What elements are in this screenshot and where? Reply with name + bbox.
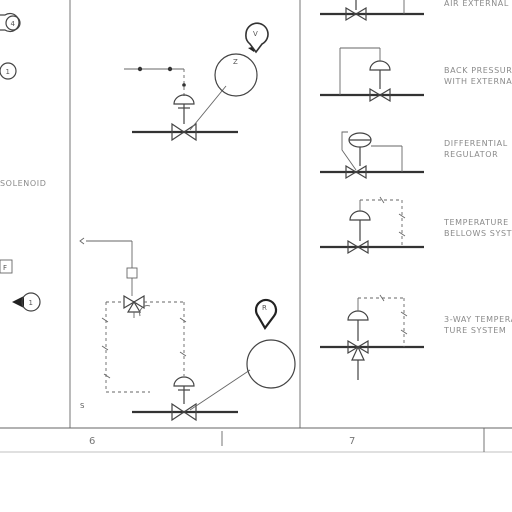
- svg-text:BELLOWS SYST: BELLOWS SYST: [444, 229, 512, 238]
- svg-text:1: 1: [6, 68, 10, 76]
- solenoid-label: SOLENOID: [0, 179, 47, 188]
- legend-item-air-external: AIR EXTERNAL: [320, 0, 509, 22]
- svg-text:1: 1: [29, 299, 33, 307]
- bottom-valve-assembly: S: [79, 237, 296, 422]
- badge-4: 4: [0, 12, 21, 33]
- svg-text:F: F: [3, 264, 7, 272]
- svg-text:REGULATOR: REGULATOR: [444, 150, 498, 159]
- svg-text:WITH EXTERNAL: WITH EXTERNAL: [444, 77, 512, 86]
- svg-text:Z: Z: [233, 58, 238, 66]
- footer-number-6: 6: [89, 436, 95, 447]
- legend-item-differential-regulator: DIFFERENTIAL REGULATOR: [320, 131, 508, 180]
- footer-number-7: 7: [349, 436, 355, 447]
- legend-item-3way-temperature: 3-WAY TEMPERA TURE SYSTEM: [320, 294, 512, 380]
- badge-1-top: 1: [0, 62, 17, 80]
- svg-text:R: R: [262, 304, 267, 312]
- top-callout-marker: V: [245, 22, 269, 54]
- legend-item-back-pressure: BACK PRESSURE WITH EXTERNAL: [320, 47, 512, 103]
- svg-text:3-WAY TEMPERA: 3-WAY TEMPERA: [444, 315, 512, 324]
- legend-item-temperature-bellows: TEMPERATURE BELLOWS SYST: [320, 196, 512, 255]
- svg-text:AIR EXTERNAL: AIR EXTERNAL: [444, 0, 509, 8]
- side-box: F: [0, 259, 13, 274]
- badge-1-bottom: 1: [12, 292, 41, 312]
- svg-text:4: 4: [11, 20, 16, 28]
- top-valve-assembly: Z: [124, 53, 258, 142]
- bottom-callout-marker: R: [254, 298, 278, 330]
- svg-text:S: S: [80, 402, 85, 410]
- svg-text:V: V: [253, 30, 258, 38]
- svg-text:BACK PRESSURE: BACK PRESSURE: [444, 66, 512, 75]
- svg-text:DIFFERENTIAL: DIFFERENTIAL: [444, 139, 508, 148]
- svg-text:TURE SYSTEM: TURE SYSTEM: [443, 326, 506, 335]
- svg-text:TEMPERATURE: TEMPERATURE: [443, 218, 509, 227]
